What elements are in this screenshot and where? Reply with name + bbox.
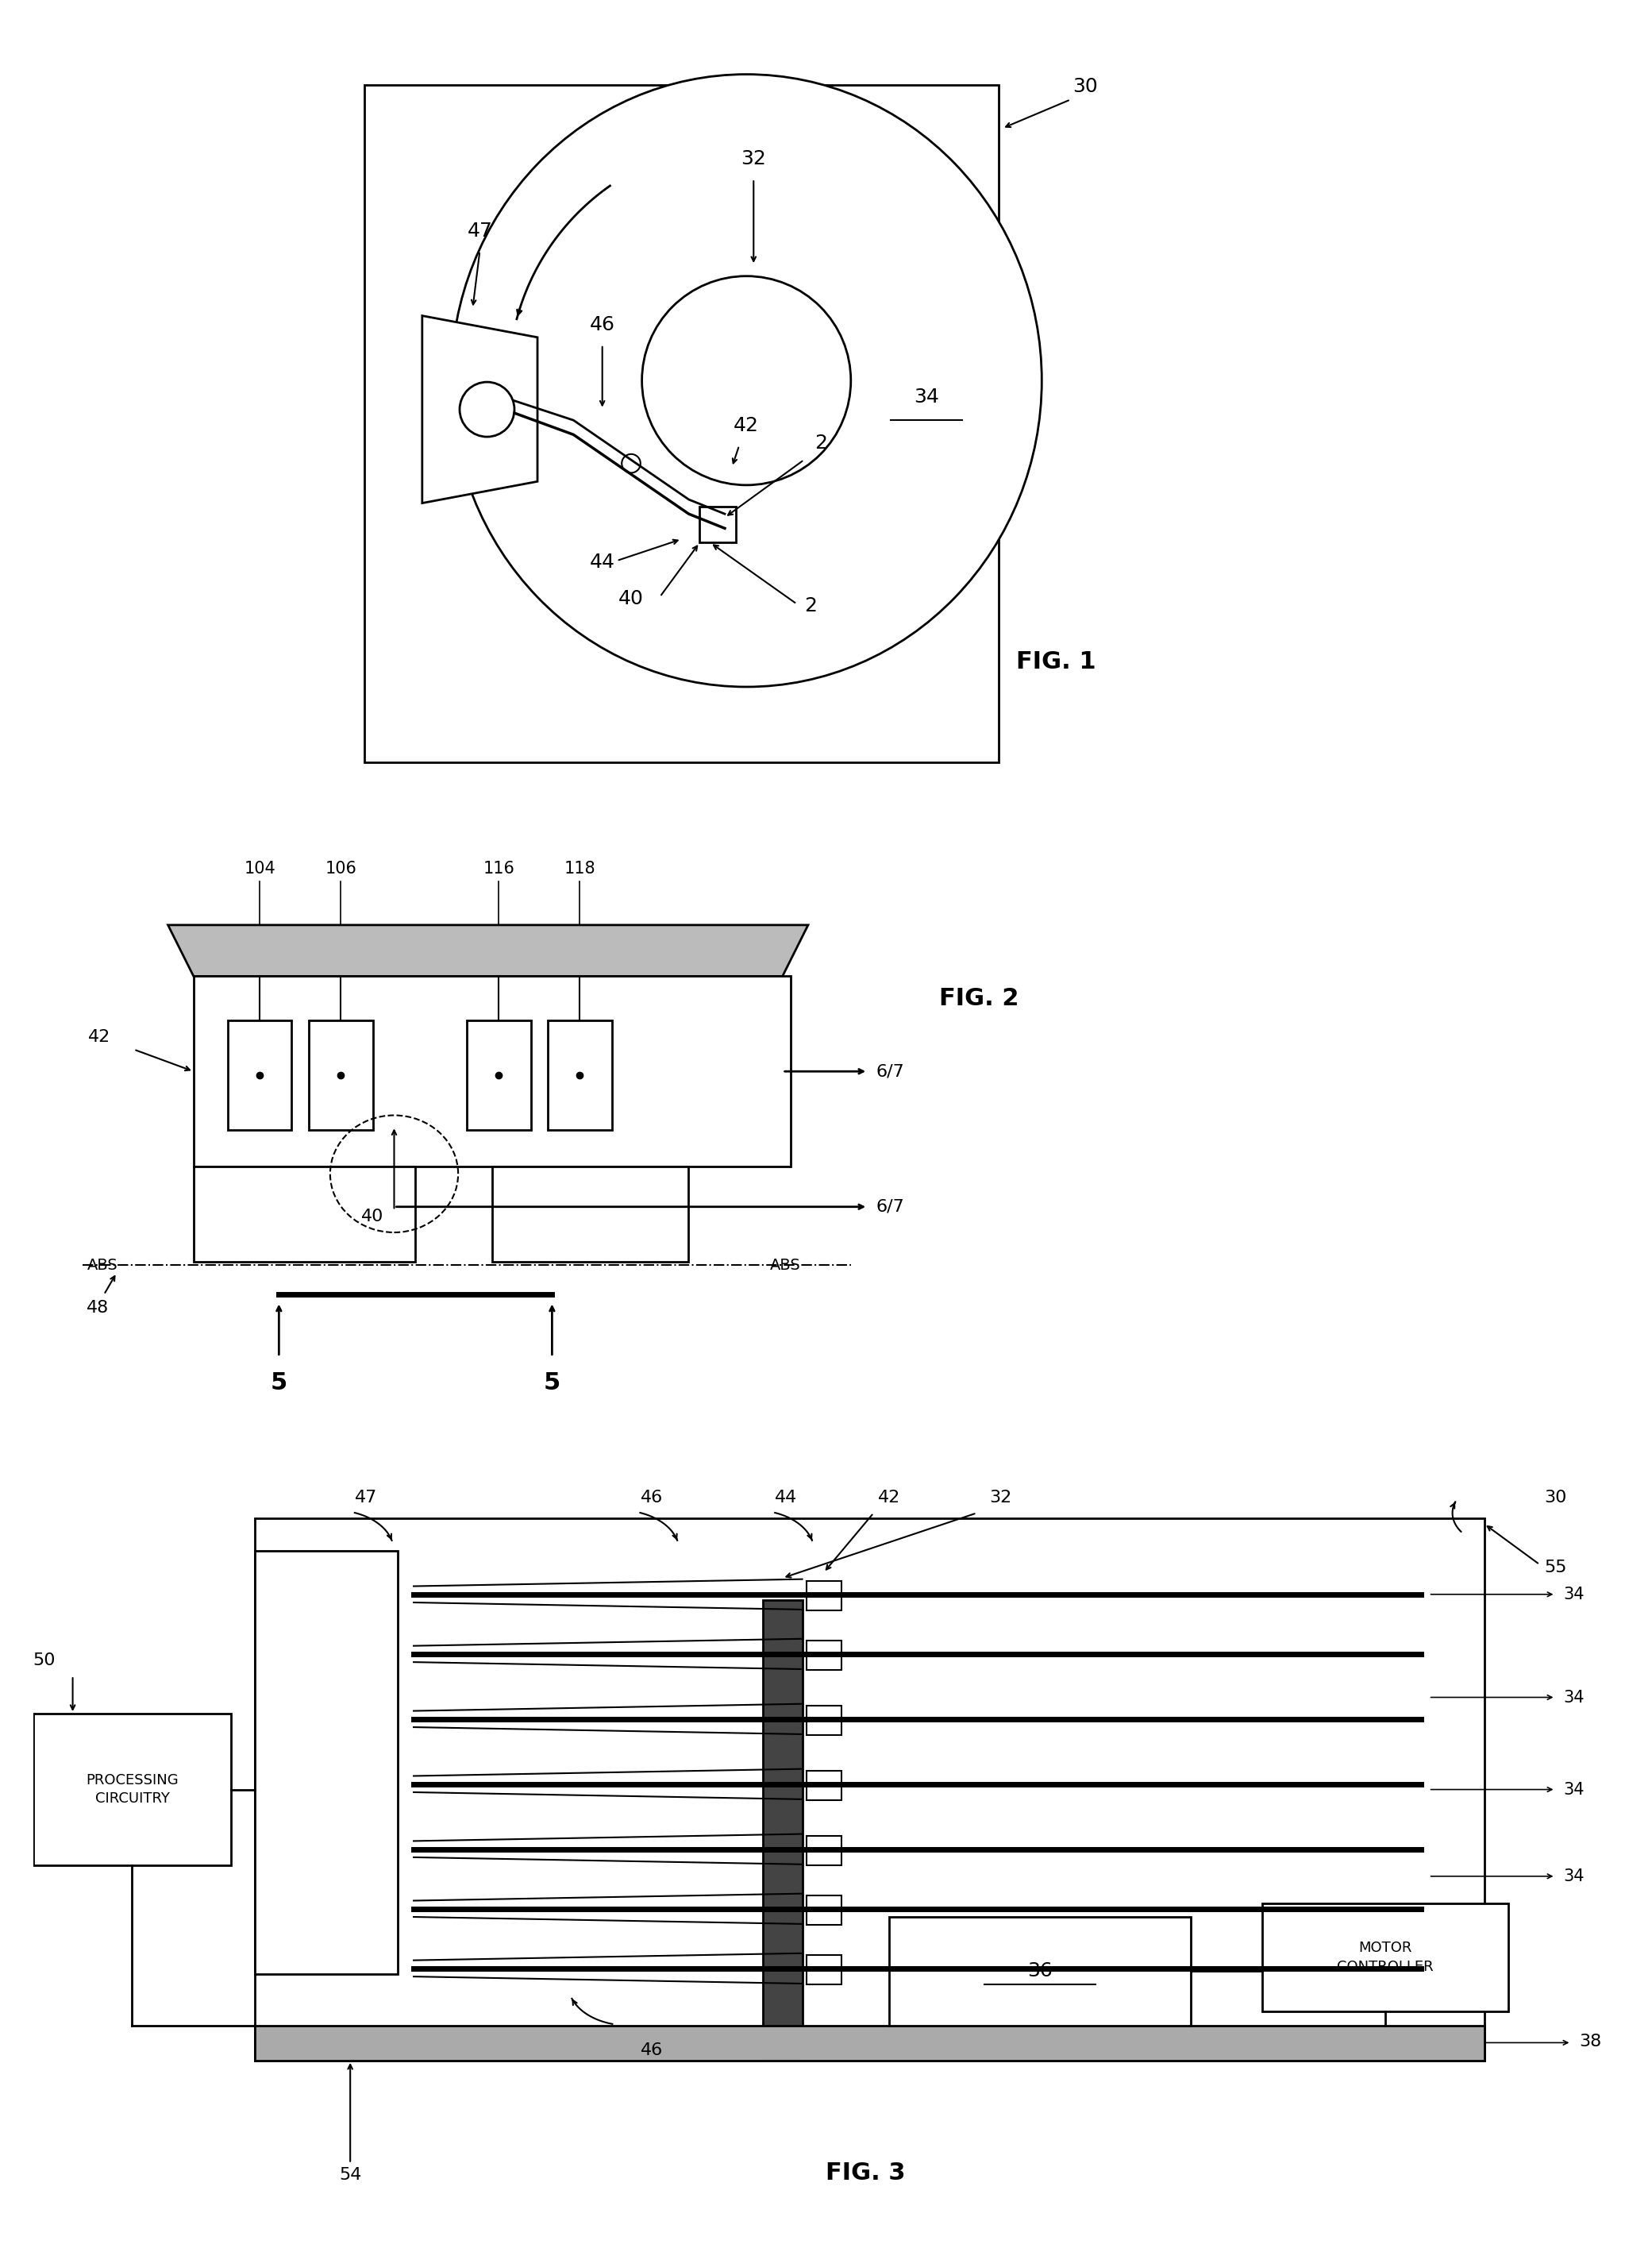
Text: 48: 48 xyxy=(88,1299,109,1315)
Bar xyxy=(33,1714,231,1865)
Text: 46: 46 xyxy=(641,1489,662,1504)
Polygon shape xyxy=(699,507,735,543)
Polygon shape xyxy=(423,315,537,502)
Text: 54: 54 xyxy=(339,2166,362,2182)
Bar xyxy=(806,1705,843,1736)
Polygon shape xyxy=(169,926,808,977)
Bar xyxy=(806,1896,843,1925)
Text: 40: 40 xyxy=(362,1209,383,1225)
Text: 42: 42 xyxy=(733,417,758,435)
Bar xyxy=(806,1955,843,1984)
Bar xyxy=(254,2025,1483,2061)
Text: 40: 40 xyxy=(618,590,644,608)
Text: 44: 44 xyxy=(590,554,615,572)
Text: 5: 5 xyxy=(271,1371,287,1394)
Bar xyxy=(806,1639,843,1671)
Text: 46: 46 xyxy=(641,2043,662,2058)
Text: 2: 2 xyxy=(814,435,828,453)
Bar xyxy=(228,1020,292,1131)
Text: 6/7: 6/7 xyxy=(877,1063,905,1079)
Circle shape xyxy=(643,277,851,484)
Text: 32: 32 xyxy=(990,1489,1011,1504)
Bar xyxy=(548,1020,611,1131)
Text: 104: 104 xyxy=(244,860,276,876)
Bar xyxy=(763,1599,803,2061)
Text: 32: 32 xyxy=(742,149,767,169)
Bar xyxy=(365,86,998,763)
Bar xyxy=(806,1835,843,1865)
Text: 34: 34 xyxy=(1563,1869,1584,1885)
Bar xyxy=(193,977,791,1167)
Text: 42: 42 xyxy=(879,1489,900,1504)
Text: 47: 47 xyxy=(355,1489,377,1504)
Bar xyxy=(466,1020,530,1131)
Circle shape xyxy=(459,383,514,437)
Text: 36: 36 xyxy=(1028,1961,1052,1982)
Text: PROCESSING
CIRCUITRY: PROCESSING CIRCUITRY xyxy=(86,1772,178,1806)
Text: 6/7: 6/7 xyxy=(877,1198,905,1214)
Bar xyxy=(806,1770,843,1799)
Text: 55: 55 xyxy=(1545,1561,1566,1576)
Text: 34: 34 xyxy=(1563,1689,1584,1705)
Bar xyxy=(492,1167,689,1261)
Text: FIG. 1: FIG. 1 xyxy=(1016,651,1097,673)
Text: FIG. 3: FIG. 3 xyxy=(826,2162,905,2184)
Text: 38: 38 xyxy=(1579,2034,1602,2049)
Bar xyxy=(806,1581,843,1610)
Text: 118: 118 xyxy=(563,860,595,876)
Text: FIG. 2: FIG. 2 xyxy=(938,986,1019,1011)
Bar xyxy=(254,1518,1483,2061)
Text: 106: 106 xyxy=(325,860,357,876)
Text: MOTOR
CONTROLLER: MOTOR CONTROLLER xyxy=(1336,1941,1434,1975)
Bar xyxy=(1262,1903,1508,2011)
Text: 2: 2 xyxy=(805,597,816,615)
Text: 46: 46 xyxy=(590,315,615,333)
Text: ABS: ABS xyxy=(88,1259,117,1272)
Text: 30: 30 xyxy=(1072,77,1097,97)
Text: 42: 42 xyxy=(89,1029,111,1045)
Text: 30: 30 xyxy=(1545,1489,1566,1504)
Text: 34: 34 xyxy=(1563,1781,1584,1797)
Text: 47: 47 xyxy=(468,221,492,241)
Bar xyxy=(309,1020,373,1131)
Text: 44: 44 xyxy=(775,1489,798,1504)
Bar xyxy=(889,1916,1191,2025)
Bar xyxy=(254,1552,398,1973)
Text: 116: 116 xyxy=(482,860,514,876)
Text: 34: 34 xyxy=(914,387,938,405)
Text: 50: 50 xyxy=(33,1653,56,1669)
Text: ABS: ABS xyxy=(770,1259,801,1272)
Ellipse shape xyxy=(451,74,1042,687)
Text: 5: 5 xyxy=(544,1371,560,1394)
Bar xyxy=(193,1167,416,1261)
Circle shape xyxy=(621,455,641,473)
Text: 34: 34 xyxy=(1563,1585,1584,1601)
